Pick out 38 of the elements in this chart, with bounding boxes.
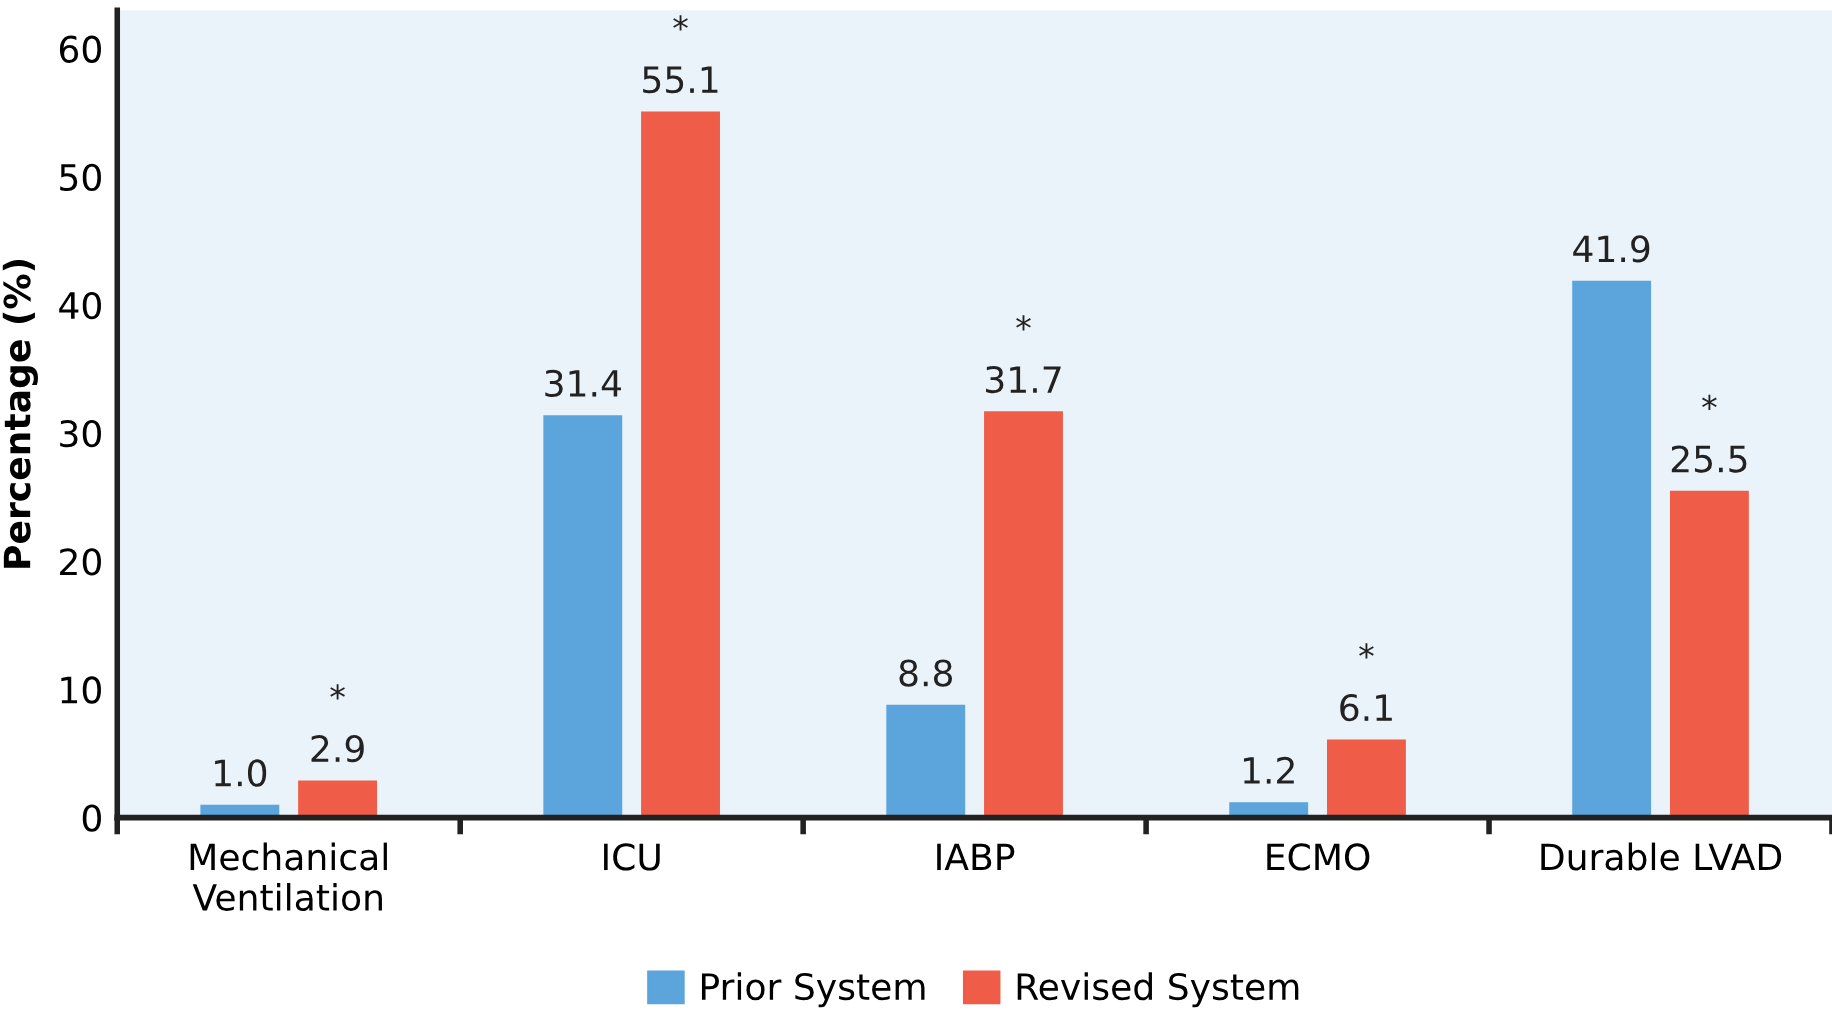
y-tick-label: 40 [59,291,101,320]
bar [1669,490,1749,818]
legend-label: Revised System [1017,972,1299,1008]
annotation: * [673,15,688,31]
y-tick-label: 20 [60,548,101,576]
data-label: 2.9 [311,735,364,763]
y-tick-label: 0 [82,804,101,832]
data-label: 31.4 [545,369,621,398]
bar [543,415,623,818]
y-axis-title: Percentage (%) [2,259,38,568]
bar [1327,739,1406,818]
data-label: 1.0 [215,759,267,787]
data-label: 31.7 [986,365,1061,394]
data-label: 25.5 [1671,445,1747,473]
bar [1572,280,1652,818]
y-tick-label: 10 [61,676,101,704]
bar [298,780,378,818]
x-tick-label: ICU [604,843,660,871]
data-label: 1.2 [1243,756,1294,784]
x-tick-label: Durable LVAD [1541,842,1782,871]
x-tick-label: ECMO [1267,843,1370,871]
y-tick-label: 60 [59,35,101,63]
bar [886,704,966,818]
data-label: 8.8 [899,659,952,687]
x-tick-label: Mechanical Ventilation [190,842,387,911]
x-tick-label: IABP [937,843,1015,871]
annotation: * [330,684,345,700]
y-tick-label: 50 [60,163,101,192]
data-label: 41.9 [1573,235,1650,263]
data-label: 6.1 [1340,694,1392,722]
annotation: * [1702,394,1717,410]
annotation: * [1359,643,1374,659]
bar [641,111,720,818]
annotation: * [1016,315,1031,331]
legend-label: Prior System [701,972,925,1008]
bar [984,411,1063,818]
data-label: 55.1 [643,66,718,94]
y-tick-label: 30 [60,420,101,448]
